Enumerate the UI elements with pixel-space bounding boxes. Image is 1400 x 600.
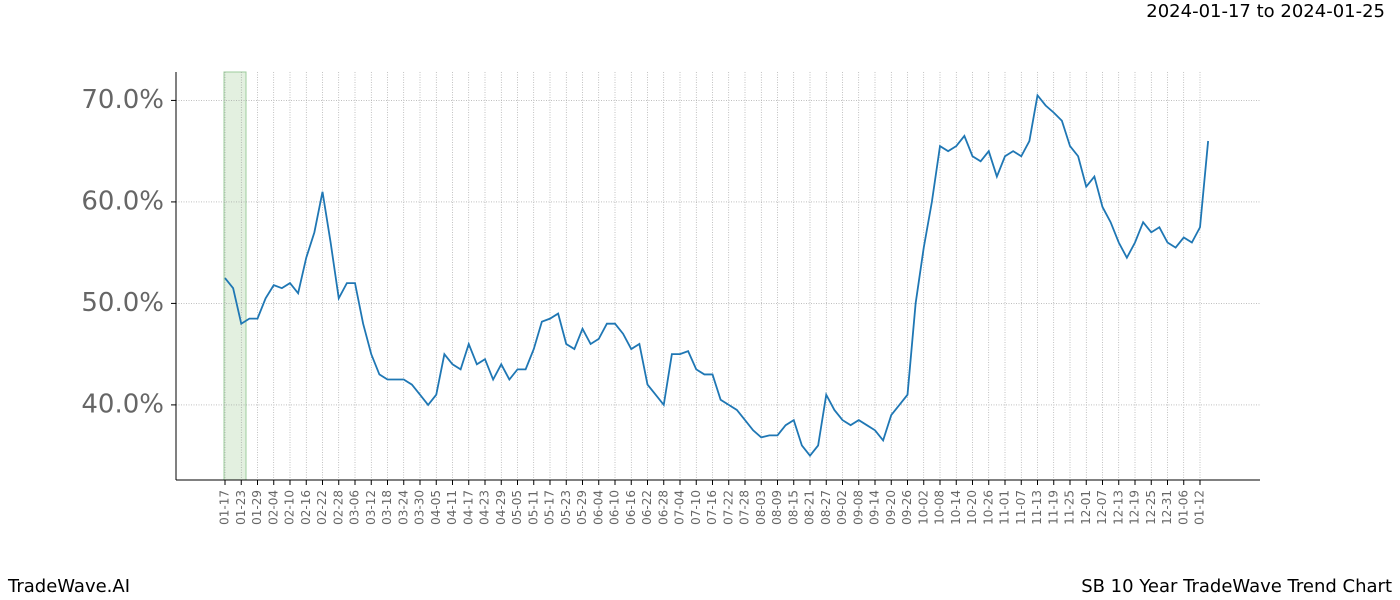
x-tick-label: 09-14 [868,490,882,525]
x-tick-label: 02-16 [299,490,313,525]
x-tick-label: 08-21 [803,490,817,525]
x-tick-label: 07-10 [689,490,703,525]
x-tick-label: 05-11 [526,490,540,525]
y-tick-label: 50.0% [81,288,164,318]
x-tick-label: 10-14 [949,490,963,525]
x-tick-label: 11-19 [1046,490,1060,525]
x-tick-label: 12-19 [1128,490,1142,525]
x-tick-label: 11-07 [1014,490,1028,525]
x-tick-label: 06-16 [624,490,638,525]
x-tick-label: 12-07 [1095,490,1109,525]
x-tick-label: 03-18 [380,490,394,525]
x-tick-label: 05-05 [510,490,524,525]
x-tick-label: 11-13 [1030,490,1044,525]
x-tick-label: 12-31 [1160,490,1174,525]
x-tick-label: 05-23 [559,490,573,525]
x-tick-label: 08-03 [754,490,768,525]
x-tick-label: 10-02 [916,490,930,525]
x-tick-label: 09-02 [835,490,849,525]
x-tick-label: 01-06 [1176,490,1190,525]
x-tick-label: 04-23 [478,490,492,525]
x-tick-label: 07-28 [738,490,752,525]
x-tick-label: 06-22 [640,490,654,525]
x-tick-label: 09-20 [884,490,898,525]
x-tick-label: 10-26 [981,490,995,525]
chart-subtitle: 2024-01-17 to 2024-01-25 [1146,1,1385,22]
x-tick-label: 01-23 [234,490,248,525]
x-tick-label: 02-10 [283,490,297,525]
x-tick-label: 10-08 [933,490,947,525]
y-tick-label: 40.0% [81,389,164,419]
x-tick-label: 03-24 [396,490,410,525]
x-tick-label: 11-25 [1063,490,1077,525]
x-tick-label: 05-17 [543,490,557,525]
x-tick-label: 06-10 [608,490,622,525]
x-tick-label: 11-01 [998,490,1012,525]
x-tick-label: 01-29 [250,490,264,525]
x-tick-label: 04-29 [494,490,508,525]
x-tick-label: 02-22 [315,490,329,525]
x-tick-label: 02-04 [266,490,280,525]
x-tick-label: 03-12 [364,490,378,525]
x-tick-label: 04-05 [429,490,443,525]
y-tick-label: 60.0% [81,186,164,216]
x-tick-label: 01-17 [218,490,232,525]
y-tick-label: 70.0% [81,85,164,115]
x-tick-label: 07-16 [705,490,719,525]
x-tick-label: 08-09 [770,490,784,525]
x-tick-label: 12-25 [1144,490,1158,525]
x-tick-label: 03-06 [348,490,362,525]
x-tick-label: 05-29 [575,490,589,525]
x-tick-label: 04-11 [445,490,459,525]
x-tick-label: 07-22 [721,490,735,525]
highlight-band [223,71,247,481]
x-tick-label: 08-15 [786,490,800,525]
x-tick-label: 12-01 [1079,490,1093,525]
x-tick-label: 06-28 [656,490,670,525]
x-tick-label: 09-26 [900,490,914,525]
brand: TradeWave.AI [7,576,130,597]
x-tick-label: 09-08 [851,490,865,525]
line [224,93,1210,458]
x-tick-label: 01-12 [1193,490,1207,525]
x-tick-label: 06-04 [591,490,605,525]
x-tick-label: 03-30 [413,490,427,525]
x-tick-label: 02-28 [331,490,345,525]
x-tick-label: 12-13 [1111,490,1125,525]
chart-title: SB 10 Year TradeWave Trend Chart [1081,576,1392,597]
x-tick-label: 04-17 [461,490,475,525]
x-tick-label: 10-20 [965,490,979,525]
x-tick-label: 08-27 [819,490,833,525]
x-tick-label: 07-04 [673,490,687,525]
